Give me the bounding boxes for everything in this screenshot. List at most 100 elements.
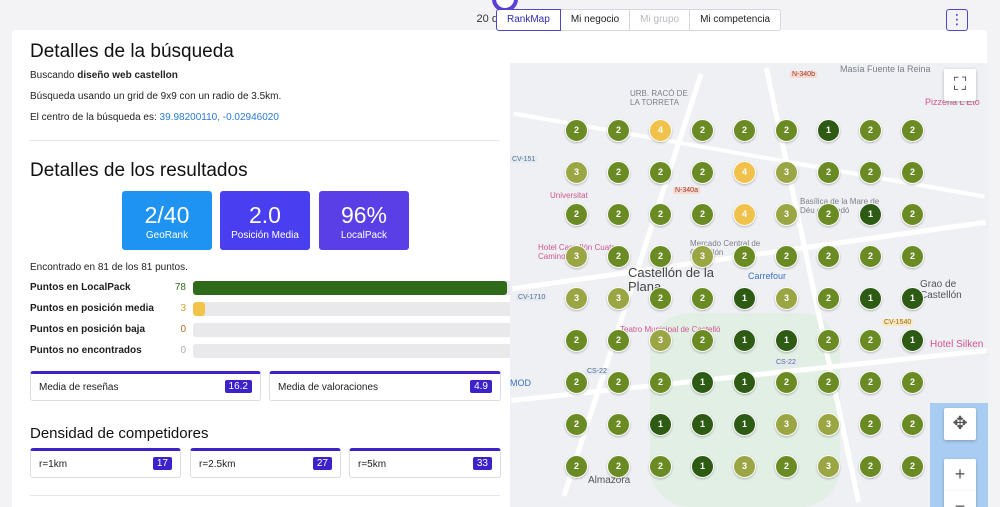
rank-point[interactable]: 2 — [859, 245, 882, 268]
rank-point[interactable]: 1 — [733, 413, 756, 436]
rank-point[interactable]: 2 — [775, 245, 798, 268]
rank-point[interactable]: 3 — [691, 245, 714, 268]
rank-point[interactable]: 3 — [607, 287, 630, 310]
stat-badge: 4.9 — [470, 380, 492, 393]
rank-point[interactable]: 2 — [901, 413, 924, 436]
map-label: Teatro Municipal de Castelló — [620, 325, 721, 334]
rank-point[interactable]: 1 — [733, 371, 756, 394]
search-keyword: diseño web castellon — [77, 70, 178, 81]
tab-rankmap[interactable]: RankMap — [496, 9, 561, 31]
rank-point[interactable]: 3 — [649, 329, 672, 352]
rank-point[interactable]: 2 — [565, 329, 588, 352]
rank-point[interactable]: 1 — [775, 329, 798, 352]
results-details-title: Detalles de los resultados — [30, 160, 248, 181]
rank-point[interactable]: 2 — [775, 455, 798, 478]
rank-map[interactable]: Masía Fuente la Reina Pizzeria L'Eto URB… — [510, 63, 988, 507]
rank-point[interactable]: 2 — [691, 203, 714, 226]
zoom-in-icon[interactable]: + — [944, 459, 976, 491]
rank-point[interactable]: 1 — [691, 413, 714, 436]
rank-point[interactable]: 2 — [817, 245, 840, 268]
rank-point[interactable]: 2 — [859, 413, 882, 436]
more-options-icon[interactable]: ⋮ — [946, 9, 968, 31]
rank-point[interactable]: 2 — [733, 245, 756, 268]
rank-point[interactable]: 2 — [859, 455, 882, 478]
rank-point[interactable]: 2 — [649, 161, 672, 184]
rank-point[interactable]: 2 — [817, 161, 840, 184]
rank-point[interactable]: 2 — [607, 413, 630, 436]
rank-point[interactable]: 2 — [649, 203, 672, 226]
bar-localpack: Puntos en LocalPack 78 — [30, 281, 519, 295]
rank-point[interactable]: 2 — [691, 287, 714, 310]
rank-point[interactable]: 1 — [733, 287, 756, 310]
rank-point[interactable]: 2 — [691, 329, 714, 352]
rank-point[interactable]: 2 — [901, 371, 924, 394]
rank-point[interactable]: 2 — [859, 119, 882, 142]
rank-point[interactable]: 2 — [607, 119, 630, 142]
rank-point[interactable]: 2 — [775, 119, 798, 142]
rank-point[interactable]: 2 — [901, 245, 924, 268]
rank-point[interactable]: 1 — [817, 119, 840, 142]
rank-point[interactable]: 2 — [859, 371, 882, 394]
tab-mi-competencia[interactable]: Mi competencia — [689, 9, 782, 31]
rank-point[interactable]: 2 — [565, 455, 588, 478]
rank-point[interactable]: 2 — [901, 455, 924, 478]
rank-point[interactable]: 1 — [901, 287, 924, 310]
rank-point[interactable]: 1 — [859, 203, 882, 226]
rank-point[interactable]: 1 — [691, 455, 714, 478]
rank-point[interactable]: 3 — [733, 455, 756, 478]
rank-point[interactable]: 2 — [649, 287, 672, 310]
rank-point[interactable]: 3 — [817, 413, 840, 436]
rank-point[interactable]: 1 — [859, 287, 882, 310]
rank-point[interactable]: 2 — [565, 371, 588, 394]
rank-point[interactable]: 1 — [649, 413, 672, 436]
rank-point[interactable]: 2 — [817, 203, 840, 226]
density-badge: 33 — [472, 457, 492, 470]
road-tag: CV-151 — [510, 156, 538, 163]
rank-point[interactable]: 1 — [691, 371, 714, 394]
rank-point[interactable]: 2 — [607, 245, 630, 268]
rank-point[interactable]: 3 — [565, 161, 588, 184]
fullscreen-icon[interactable]: ⛶ — [944, 69, 976, 101]
rank-point[interactable]: 2 — [817, 371, 840, 394]
rank-point[interactable]: 3 — [565, 287, 588, 310]
rank-point[interactable]: 2 — [565, 119, 588, 142]
rank-point[interactable]: 2 — [901, 119, 924, 142]
rank-point[interactable]: 4 — [733, 203, 756, 226]
rank-point[interactable]: 2 — [649, 455, 672, 478]
rank-point[interactable]: 3 — [565, 245, 588, 268]
rank-point[interactable]: 1 — [901, 329, 924, 352]
rank-point[interactable]: 1 — [733, 329, 756, 352]
rank-point[interactable]: 4 — [733, 161, 756, 184]
rank-point[interactable]: 2 — [691, 119, 714, 142]
rank-point[interactable]: 2 — [901, 203, 924, 226]
rank-point[interactable]: 4 — [649, 119, 672, 142]
rank-point[interactable]: 2 — [565, 413, 588, 436]
rank-point[interactable]: 2 — [607, 455, 630, 478]
rank-point[interactable]: 2 — [607, 371, 630, 394]
rank-point[interactable]: 2 — [859, 329, 882, 352]
rank-point[interactable]: 2 — [607, 329, 630, 352]
pan-control-icon[interactable]: ✥ — [944, 408, 976, 440]
rank-point[interactable]: 3 — [775, 203, 798, 226]
rank-point[interactable]: 2 — [733, 119, 756, 142]
rank-point[interactable]: 2 — [607, 161, 630, 184]
rank-point[interactable]: 3 — [775, 161, 798, 184]
bar-track — [193, 302, 519, 316]
rank-point[interactable]: 2 — [901, 161, 924, 184]
rank-point[interactable]: 2 — [817, 287, 840, 310]
rank-point[interactable]: 2 — [565, 203, 588, 226]
rank-point[interactable]: 3 — [775, 413, 798, 436]
tab-mi-negocio[interactable]: Mi negocio — [559, 9, 631, 31]
center-coordinates-link[interactable]: 39.98200110, -0.02946020 — [159, 112, 279, 123]
stat-ratings-average: Media de valoraciones 4.9 — [269, 371, 501, 401]
rank-point[interactable]: 2 — [859, 161, 882, 184]
rank-point[interactable]: 2 — [649, 245, 672, 268]
rank-point[interactable]: 2 — [817, 329, 840, 352]
rank-point[interactable]: 2 — [607, 203, 630, 226]
rank-point[interactable]: 2 — [649, 371, 672, 394]
rank-point[interactable]: 3 — [817, 455, 840, 478]
rank-point[interactable]: 2 — [775, 371, 798, 394]
rank-point[interactable]: 2 — [691, 161, 714, 184]
rank-point[interactable]: 3 — [775, 287, 798, 310]
zoom-out-icon[interactable]: − — [944, 491, 976, 507]
